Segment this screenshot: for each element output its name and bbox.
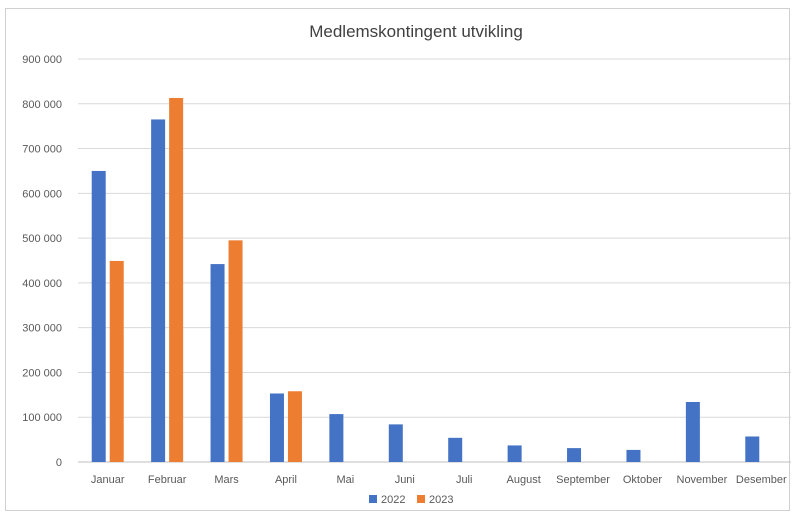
chart-frame: Medlemskontingent utvikling 0 100 000 200 … bbox=[5, 8, 791, 511]
legend-label: 2022 bbox=[381, 494, 405, 506]
y-tick-label: 800 000 bbox=[22, 99, 62, 111]
y-tick-label: 500 000 bbox=[22, 233, 62, 245]
x-tick-label: August bbox=[507, 474, 541, 486]
bar-2022-februar bbox=[151, 119, 166, 462]
bar-2023-februar bbox=[169, 97, 184, 462]
y-tick-label: 600 000 bbox=[22, 188, 62, 200]
legend-label: 2023 bbox=[429, 494, 453, 506]
bar-2023-april bbox=[287, 391, 302, 462]
bar-2022-november bbox=[685, 401, 700, 462]
y-tick-label: 700 000 bbox=[22, 144, 62, 156]
x-tick-label: Oktober bbox=[623, 474, 662, 486]
x-tick-label: Mars bbox=[214, 474, 239, 486]
y-tick-label: 300 000 bbox=[22, 323, 62, 335]
bar-2022-april bbox=[269, 393, 284, 462]
x-tick-label: Mai bbox=[337, 474, 355, 486]
grid-layer bbox=[78, 58, 791, 463]
x-tick-label: September bbox=[556, 474, 610, 486]
y-tick-label: 200 000 bbox=[22, 367, 62, 379]
x-tick-label: November bbox=[677, 474, 728, 486]
x-tick-label: Juli bbox=[456, 474, 473, 486]
y-axis-ticks: 0 100 000 200 000 300 000 400 000 500 000 600 … bbox=[22, 54, 62, 469]
bar-2022-mars bbox=[210, 264, 225, 462]
bar-2022-juli bbox=[448, 437, 463, 462]
bar-2022-desember bbox=[745, 436, 760, 462]
legend: 2022 2023 bbox=[369, 494, 453, 506]
x-tick-label: Desember bbox=[736, 474, 787, 486]
y-tick-label: 900 000 bbox=[22, 54, 62, 66]
chart-title: Medlemskontingent utvikling bbox=[309, 22, 523, 41]
x-tick-label: Januar bbox=[91, 474, 125, 486]
bar-2022-januar bbox=[91, 170, 106, 462]
y-tick-label: 0 bbox=[56, 457, 62, 469]
bar-2023-januar bbox=[109, 260, 124, 462]
bar-2022-oktober bbox=[626, 449, 641, 462]
legend-swatch-2023 bbox=[417, 495, 425, 503]
bar-2023-mars bbox=[228, 240, 243, 462]
x-axis-ticks: Januar Februar Mars April Mai Juni Juli August S… bbox=[91, 474, 787, 486]
bar-2022-juni bbox=[388, 424, 403, 462]
y-tick-label: 100 000 bbox=[22, 412, 62, 424]
legend-swatch-2022 bbox=[369, 495, 377, 503]
bar-2022-september bbox=[567, 448, 582, 462]
y-tick-label: 400 000 bbox=[22, 278, 62, 290]
bar-2022-mai bbox=[329, 414, 344, 462]
bar-layer bbox=[91, 97, 760, 462]
x-tick-label: April bbox=[275, 474, 297, 486]
x-tick-label: Februar bbox=[148, 474, 187, 486]
chart-svg: Medlemskontingent utvikling 0 100 000 200 … bbox=[22, 22, 791, 506]
bar-2022-august bbox=[507, 445, 522, 462]
x-tick-label: Juni bbox=[395, 474, 415, 486]
